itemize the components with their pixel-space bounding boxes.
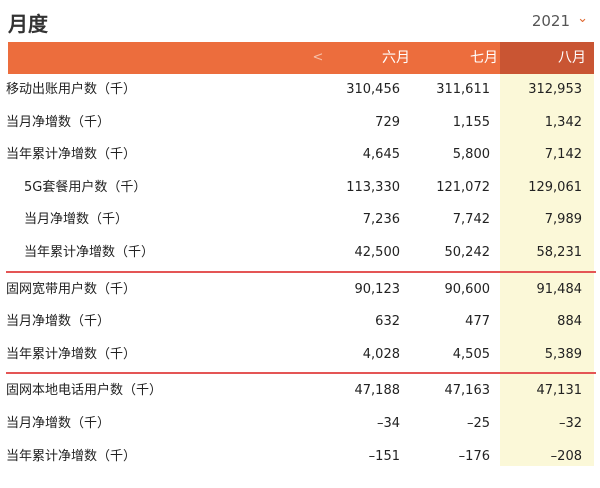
value-cell: 5,800 (452, 147, 490, 163)
value-cell: 4,645 (362, 147, 400, 163)
value-cell: –25 (466, 415, 490, 431)
value-cell: 5,389 (544, 346, 582, 362)
row-label: 移动出账用户数（千） (6, 82, 137, 97)
value-cell: –151 (368, 448, 400, 464)
row-label: 当年累计净增数（千） (6, 448, 137, 464)
data-table: 移动出账用户数（千） 310,456 311,611 312,953 当月净增数（千） 7… (0, 74, 600, 473)
value-cell: 1,155 (452, 114, 490, 130)
section-divider (0, 270, 600, 274)
page-title: 月度 (8, 12, 48, 36)
value-cell: 50,242 (444, 244, 491, 260)
table-row: 当月净增数（千） 632 477 884 (0, 306, 600, 339)
value-cell: 4,028 (362, 346, 400, 362)
value-cell: 884 (557, 314, 582, 330)
value-cell: 477 (465, 314, 490, 330)
section-divider (0, 371, 600, 375)
value-cell: 58,231 (536, 244, 583, 260)
table-row: 当月净增数（千） 729 1,155 1,342 (0, 107, 600, 140)
value-cell: 47,131 (536, 383, 583, 399)
value-cell: 7,142 (544, 147, 582, 163)
table-row: 固网本地电话用户数（千） 47,188 47,163 47,131 (0, 375, 600, 408)
value-cell: –176 (458, 448, 490, 464)
row-label: 当月净增数（千） (24, 212, 129, 228)
value-cell: 311,611 (436, 82, 490, 97)
column-header-july[interactable]: 七月 (470, 50, 498, 66)
value-cell: 113,330 (346, 179, 400, 195)
row-label: 当月净增数（千） (6, 415, 111, 431)
table-row: 当年累计净增数（千） 4,028 4,505 5,389 (0, 339, 600, 372)
value-cell: 121,072 (436, 179, 490, 195)
value-cell: 310,456 (346, 82, 400, 97)
value-cell: 312,953 (528, 82, 582, 97)
value-cell: 90,123 (354, 281, 401, 297)
table-row: 当月净增数（千） –34 –25 –32 (0, 408, 600, 441)
row-label: 当年累计净增数（千） (24, 244, 155, 260)
selected-column-header-bg (500, 42, 594, 74)
row-label: 5G套餐用户数（千） (24, 179, 147, 195)
value-cell: 1,342 (544, 114, 582, 130)
table-row: 固网宽带用户数（千） 90,123 90,600 91,484 (0, 274, 600, 307)
table-row: 5G套餐用户数（千） 113,330 121,072 129,061 (0, 172, 600, 205)
table-row: 当年累计净增数（千） 4,645 5,800 7,142 (0, 139, 600, 172)
value-cell: 91,484 (536, 281, 583, 297)
value-cell: 4,505 (452, 346, 490, 362)
table-row: 当年累计净增数（千） –151 –176 –208 (0, 441, 600, 474)
value-cell: 47,163 (444, 383, 491, 399)
value-cell: 90,600 (444, 281, 491, 297)
row-label: 当月净增数（千） (6, 314, 111, 330)
value-cell: 7,742 (452, 212, 490, 228)
prev-month-arrow[interactable]: < (312, 50, 324, 65)
year-selector[interactable]: 2021 (531, 12, 570, 30)
column-header-june[interactable]: 六月 (382, 50, 410, 66)
value-cell: 632 (375, 314, 400, 330)
value-cell: 129,061 (528, 179, 582, 195)
table-row: 当月净增数（千） 7,236 7,742 7,989 (0, 204, 600, 237)
value-cell: –208 (550, 448, 582, 464)
value-cell: 7,236 (362, 212, 400, 228)
chevron-down-icon[interactable]: ⌄ (577, 11, 588, 26)
row-label: 当月净增数（千） (6, 114, 111, 130)
row-label: 固网宽带用户数（千） (6, 281, 137, 297)
value-cell: 7,989 (544, 212, 582, 228)
selected-column-highlight (500, 74, 594, 466)
value-cell: 729 (375, 114, 400, 130)
top-bar: 月度 2021 ⌄ (0, 0, 600, 42)
table-row: 当年累计净增数（千） 42,500 50,242 58,231 (0, 237, 600, 270)
table-header: < 六月 七月 八月 (8, 42, 594, 74)
value-cell: 47,188 (354, 383, 401, 399)
table-row: 移动出账用户数（千） 310,456 311,611 312,953 (0, 74, 600, 107)
row-label: 当年累计净增数（千） (6, 346, 137, 362)
column-header-august[interactable]: 八月 (558, 50, 586, 66)
row-label: 当年累计净增数（千） (6, 147, 137, 163)
value-cell: –32 (558, 415, 582, 431)
row-label: 固网本地电话用户数（千） (6, 383, 163, 399)
value-cell: –34 (376, 415, 400, 431)
value-cell: 42,500 (354, 244, 401, 260)
